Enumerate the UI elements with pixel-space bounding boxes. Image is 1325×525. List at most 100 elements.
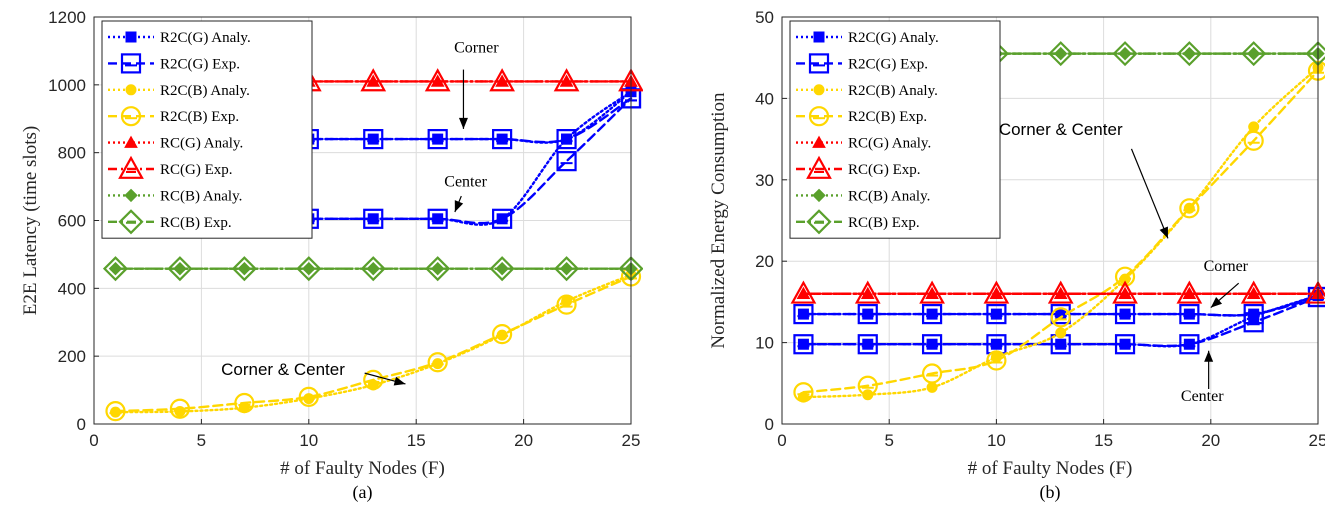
legend-marker-4 xyxy=(124,135,138,148)
data-point-2-0-4 xyxy=(1055,327,1067,339)
data-point-5-0-0 xyxy=(790,280,817,304)
annotation-text-0: Corner & Center xyxy=(999,120,1123,139)
legend-marker-7 xyxy=(118,209,144,235)
legend-marker-5 xyxy=(118,155,144,179)
annotation-arrowhead-2 xyxy=(393,376,406,386)
legend-marker-3 xyxy=(120,106,142,127)
data-point-7-0-4 xyxy=(1048,41,1074,67)
data-point-5-0-4 xyxy=(360,68,387,92)
legend-marker-6 xyxy=(124,188,138,203)
annotation-2: Center xyxy=(1181,350,1224,405)
annotation-text-1: Corner xyxy=(1204,258,1249,275)
legend-entry-1: R2C(G) Exp. xyxy=(160,56,240,72)
x-tick-label: 25 xyxy=(622,431,641,450)
data-point-3-0-1 xyxy=(857,375,878,396)
data-point-3-0-5 xyxy=(427,352,448,373)
series-line-1-0 xyxy=(802,295,1320,317)
legend-entry-3: R2C(B) Exp. xyxy=(848,109,927,125)
legend-entry-0: R2C(G) Analy. xyxy=(848,30,939,46)
series-line-3-0 xyxy=(802,69,1320,394)
data-point-5-0-3 xyxy=(983,280,1010,304)
annotation-arrowhead-0 xyxy=(1159,226,1168,239)
annotation-1: Corner xyxy=(1204,258,1249,309)
data-point-1-1-1 xyxy=(857,334,878,355)
data-point-7-0-6 xyxy=(1176,41,1202,67)
y-tick-label: 1200 xyxy=(48,8,86,27)
series-line-2-0 xyxy=(802,66,1320,399)
data-point-1-0-3 xyxy=(986,304,1007,325)
series-line-3-0 xyxy=(114,275,633,413)
data-point-5-0-1 xyxy=(854,280,881,304)
legend-box xyxy=(789,20,1001,239)
legend-marker-7 xyxy=(806,209,832,235)
y-tick-label: 1000 xyxy=(48,76,86,95)
annotation-1: Center xyxy=(444,174,488,213)
legend-entry-5: RC(G) Exp. xyxy=(160,162,233,178)
annotation-0: Corner & Center xyxy=(999,120,1169,239)
series-line-1-1 xyxy=(802,295,1320,348)
y-tick-label: 40 xyxy=(755,89,774,108)
data-point-1-0-6 xyxy=(492,129,513,150)
data-point-5-0-6 xyxy=(1176,280,1203,304)
data-point-5-0-5 xyxy=(424,68,451,92)
data-point-7-0-5 xyxy=(1112,41,1138,67)
panel-caption: (a) xyxy=(353,482,373,503)
x-tick-label: 10 xyxy=(987,431,1006,450)
data-point-3-0-3 xyxy=(298,386,319,407)
data-point-1-1-7 xyxy=(556,151,577,172)
data-point-1-0-7 xyxy=(556,129,577,150)
y-axis-label: Normalized Energy Consumption xyxy=(708,92,729,349)
x-axis-label: # of Faulty Nodes (F) xyxy=(280,458,445,479)
data-point-7-0-6 xyxy=(489,256,515,282)
y-tick-label: 0 xyxy=(765,415,774,434)
x-tick-label: 20 xyxy=(514,431,533,450)
legend: R2C(G) Analy. R2C(G) Exp. R2C(B) Analy. R2C… xyxy=(789,20,1001,239)
data-point-5-0-5 xyxy=(1112,280,1138,304)
legend: R2C(G) Analy. R2C(G) Exp. R2C(B) Analy. R2C… xyxy=(101,20,313,239)
data-point-2-0-2 xyxy=(926,381,938,393)
chart-panel-b: 0 5 10 15 20 25 0 10 20 30 40 50 # of Faulty Nodes (… xyxy=(708,8,1325,503)
y-tick-label: 800 xyxy=(58,144,86,163)
annotation-2: Corner & Center xyxy=(221,360,406,386)
data-point-5-0-7 xyxy=(1240,280,1267,304)
data-point-1-1-2 xyxy=(921,334,943,355)
y-tick-label: 600 xyxy=(58,212,86,231)
x-tick-label: 15 xyxy=(1094,431,1113,450)
data-point-1-0-6 xyxy=(1179,304,1200,325)
legend-marker-0 xyxy=(813,31,825,43)
panel-caption: (b) xyxy=(1040,482,1061,503)
x-tick-label: 0 xyxy=(777,431,786,450)
x-tick-label: 25 xyxy=(1309,431,1325,450)
data-point-5-0-7 xyxy=(553,68,580,92)
data-point-5-0-6 xyxy=(489,68,515,92)
x-tick-label: 15 xyxy=(407,431,426,450)
data-point-7-0-5 xyxy=(425,256,451,282)
data-point-3-0-0 xyxy=(105,401,126,422)
legend-box xyxy=(101,20,313,239)
legend-marker-5 xyxy=(806,155,832,179)
data-point-7-0-0 xyxy=(102,256,129,282)
y-tick-label: 10 xyxy=(755,334,774,353)
annotation-arrow-0 xyxy=(1130,148,1169,239)
data-point-1-1-6 xyxy=(1179,334,1200,355)
legend-entry-3: R2C(B) Exp. xyxy=(160,109,239,125)
legend-entry-2: R2C(B) Analy. xyxy=(848,83,938,99)
annotation-arrowhead-1 xyxy=(1210,296,1223,308)
data-point-1-1-7 xyxy=(1243,312,1264,333)
annotation-arrowhead-2 xyxy=(1204,350,1214,362)
x-tick-label: 20 xyxy=(1201,431,1220,450)
legend-entry-7: RC(B) Exp. xyxy=(848,215,920,231)
x-tick-label: 0 xyxy=(89,431,98,450)
legend-marker-1 xyxy=(120,53,142,74)
data-point-3-0-2 xyxy=(234,392,255,414)
legend-entry-5: RC(G) Exp. xyxy=(848,162,921,178)
legend-marker-0 xyxy=(125,31,137,43)
legend-marker-2 xyxy=(125,84,137,96)
data-point-7-0-2 xyxy=(231,256,257,282)
annotation-text-2: Corner & Center xyxy=(221,360,345,379)
annotation-arrowhead-1 xyxy=(454,200,464,213)
legend-entry-4: RC(G) Analy. xyxy=(160,136,243,152)
data-point-1-0-5 xyxy=(1114,304,1136,325)
data-point-3-0-0 xyxy=(793,382,814,403)
